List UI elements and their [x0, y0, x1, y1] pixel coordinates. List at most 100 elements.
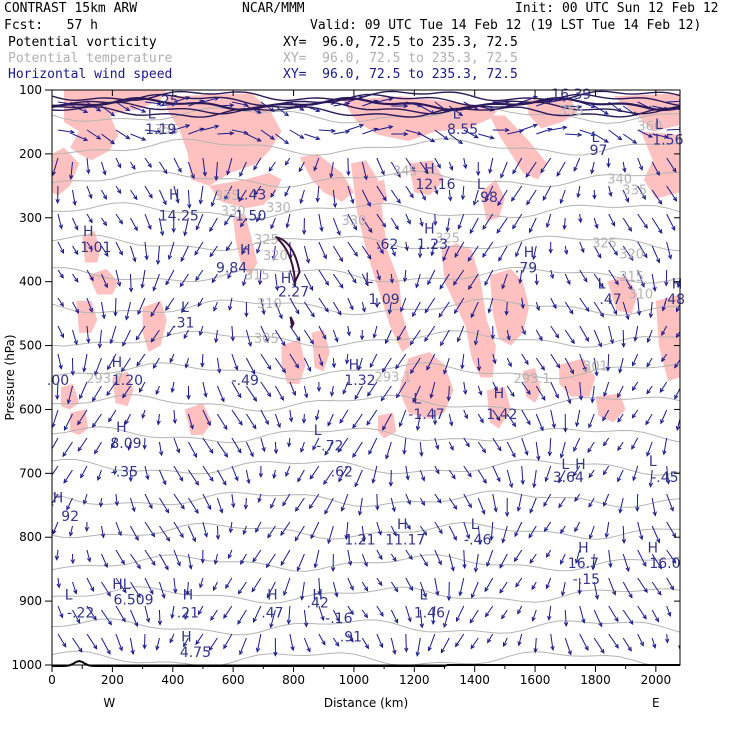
wind-vector: [592, 553, 595, 570]
wind-vector: [184, 217, 189, 236]
wind-vector-head: [60, 333, 64, 339]
wind-vector: [361, 301, 366, 312]
wind-vector: [86, 213, 93, 223]
wind-vector-head: [657, 564, 663, 570]
wind-vector-head: [473, 340, 479, 346]
wind-vector-head: [73, 340, 78, 346]
wind-vector: [144, 605, 150, 623]
wind-vector: [331, 385, 334, 396]
wind-vector: [603, 493, 610, 507]
wind-vector: [463, 129, 479, 139]
wind-vector: [173, 493, 185, 510]
theta-contour-line: [52, 521, 680, 540]
wind-vector: [619, 357, 624, 373]
wind-vector-head: [467, 503, 472, 509]
wind-vector-layer: [52, 95, 691, 657]
wind-vector: [548, 605, 552, 620]
wind-vector-head: [110, 139, 116, 145]
wind-vector-head: [657, 199, 663, 205]
wind-vector-head: [319, 226, 324, 233]
wind-vector-head: [549, 274, 555, 280]
wind-vector: [632, 465, 639, 481]
wind-vector: [259, 269, 262, 285]
pv-label: -1.50: [230, 208, 266, 224]
wind-vector-head: [652, 643, 657, 649]
wind-vector-head: [659, 387, 664, 393]
wind-vector: [165, 297, 175, 311]
pv-shaded-region: [595, 393, 626, 423]
wind-vector-head: [358, 123, 365, 129]
wind-vector: [115, 493, 118, 506]
wind-vector-head: [165, 306, 170, 312]
theta-label: 340: [607, 172, 632, 187]
wind-vector: [574, 521, 581, 532]
y-tick-label: 600: [19, 402, 42, 416]
wind-vector: [506, 357, 512, 367]
wind-vector: [347, 269, 357, 283]
pv-label: H: [424, 161, 435, 177]
wind-vector: [217, 132, 234, 135]
wind-vector: [72, 609, 81, 624]
wind-vector-head: [567, 650, 572, 656]
wind-vector-head: [133, 226, 138, 232]
wind-vector: [681, 162, 691, 177]
wind-vector: [156, 637, 160, 650]
wind-vector: [274, 441, 277, 454]
wind-vector-head: [573, 446, 578, 453]
wind-vector-head: [455, 617, 460, 623]
wind-vector-head: [177, 167, 182, 173]
wind-vector-head: [394, 618, 399, 624]
wind-vector: [637, 269, 645, 287]
wind-vector-head: [682, 588, 685, 592]
wind-vector: [463, 493, 472, 508]
wind-vector-head: [132, 257, 137, 263]
wind-vector: [593, 301, 604, 317]
wind-vector: [666, 213, 676, 231]
wind-vector: [463, 157, 467, 169]
wind-vector-head: [484, 280, 489, 287]
wind-vector: [608, 325, 614, 344]
wind-vector: [136, 353, 146, 366]
wind-vector: [130, 105, 146, 113]
wind-vector-head: [180, 504, 185, 510]
wind-vector: [608, 549, 612, 567]
wind-vector: [86, 185, 92, 199]
wind-vector-head: [600, 648, 605, 654]
wind-vector: [608, 129, 622, 141]
wind-vector: [260, 129, 275, 140]
theta-label: 325: [254, 233, 279, 248]
wind-vector-head: [489, 107, 495, 112]
wind-vector: [341, 493, 349, 512]
wind-vector: [285, 157, 291, 166]
pv-label: 16.0: [649, 556, 680, 572]
wind-vector: [593, 329, 602, 347]
wind-vector-head: [299, 198, 304, 205]
pv-shaded-region: [209, 173, 282, 209]
wind-vector: [347, 185, 354, 204]
wind-vector: [419, 441, 423, 456]
wind-vector: [72, 189, 76, 205]
wind-vector-head: [367, 391, 372, 397]
wind-vector-head: [643, 223, 648, 229]
wind-vector: [579, 633, 589, 651]
wind-vector: [144, 493, 153, 509]
wind-vector-head: [156, 420, 161, 426]
wind-vector: [506, 413, 516, 427]
wind-vector-head: [63, 425, 68, 432]
wind-vector-head: [476, 366, 482, 372]
wind-vector-head: [426, 365, 431, 371]
wind-vector-head: [102, 170, 107, 176]
wind-vector: [303, 301, 315, 317]
wind-vector-head: [74, 225, 79, 231]
wind-vector-head: [241, 249, 246, 255]
wind-vector: [303, 357, 312, 372]
wind-vector-head: [409, 193, 414, 199]
wind-vector: [468, 273, 479, 290]
wind-vector: [415, 273, 421, 288]
wind-vector: [434, 129, 449, 140]
wind-vector-head: [422, 530, 428, 536]
wind-vector: [637, 521, 643, 540]
wind-vector-head: [255, 647, 261, 653]
wind-vector-head: [88, 245, 93, 251]
